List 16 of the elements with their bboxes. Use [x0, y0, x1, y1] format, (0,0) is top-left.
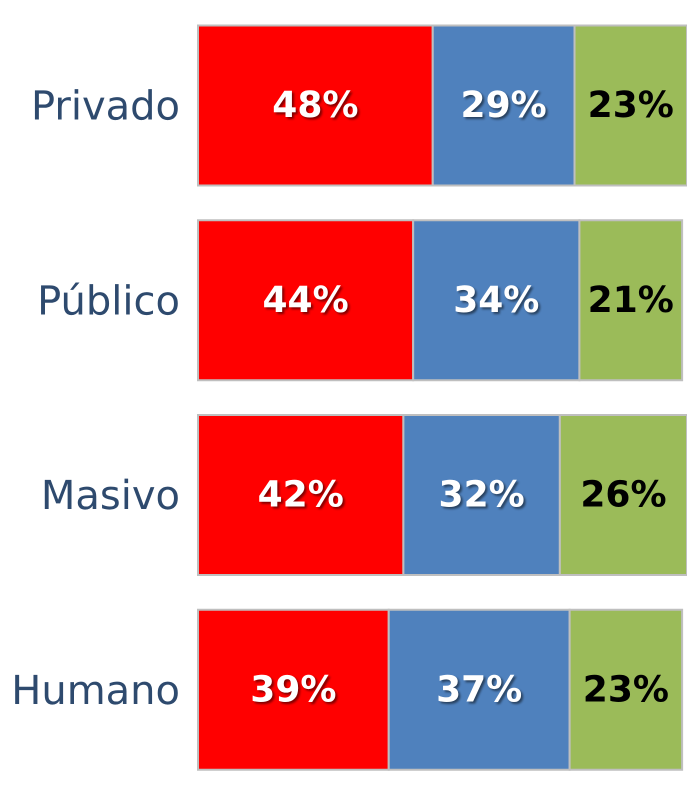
data-label: 23% [588, 85, 674, 126]
data-label: 39% [250, 669, 336, 710]
data-label: 42% [258, 474, 344, 516]
data-label: 29% [460, 85, 547, 126]
data-label: 21% [588, 280, 674, 321]
data-label: 23% [582, 669, 669, 710]
data-label: 48% [272, 85, 358, 126]
y-tick-label: Humano [11, 668, 180, 714]
y-tick-label: Privado [30, 84, 180, 130]
data-label: 37% [436, 669, 522, 710]
y-tick-label: Masivo [40, 473, 180, 520]
y-tick-label: Público [37, 278, 180, 324]
data-label: 34% [453, 280, 540, 321]
data-label: 32% [438, 474, 525, 516]
data-label: 44% [262, 280, 349, 321]
data-label: 26% [580, 474, 667, 516]
